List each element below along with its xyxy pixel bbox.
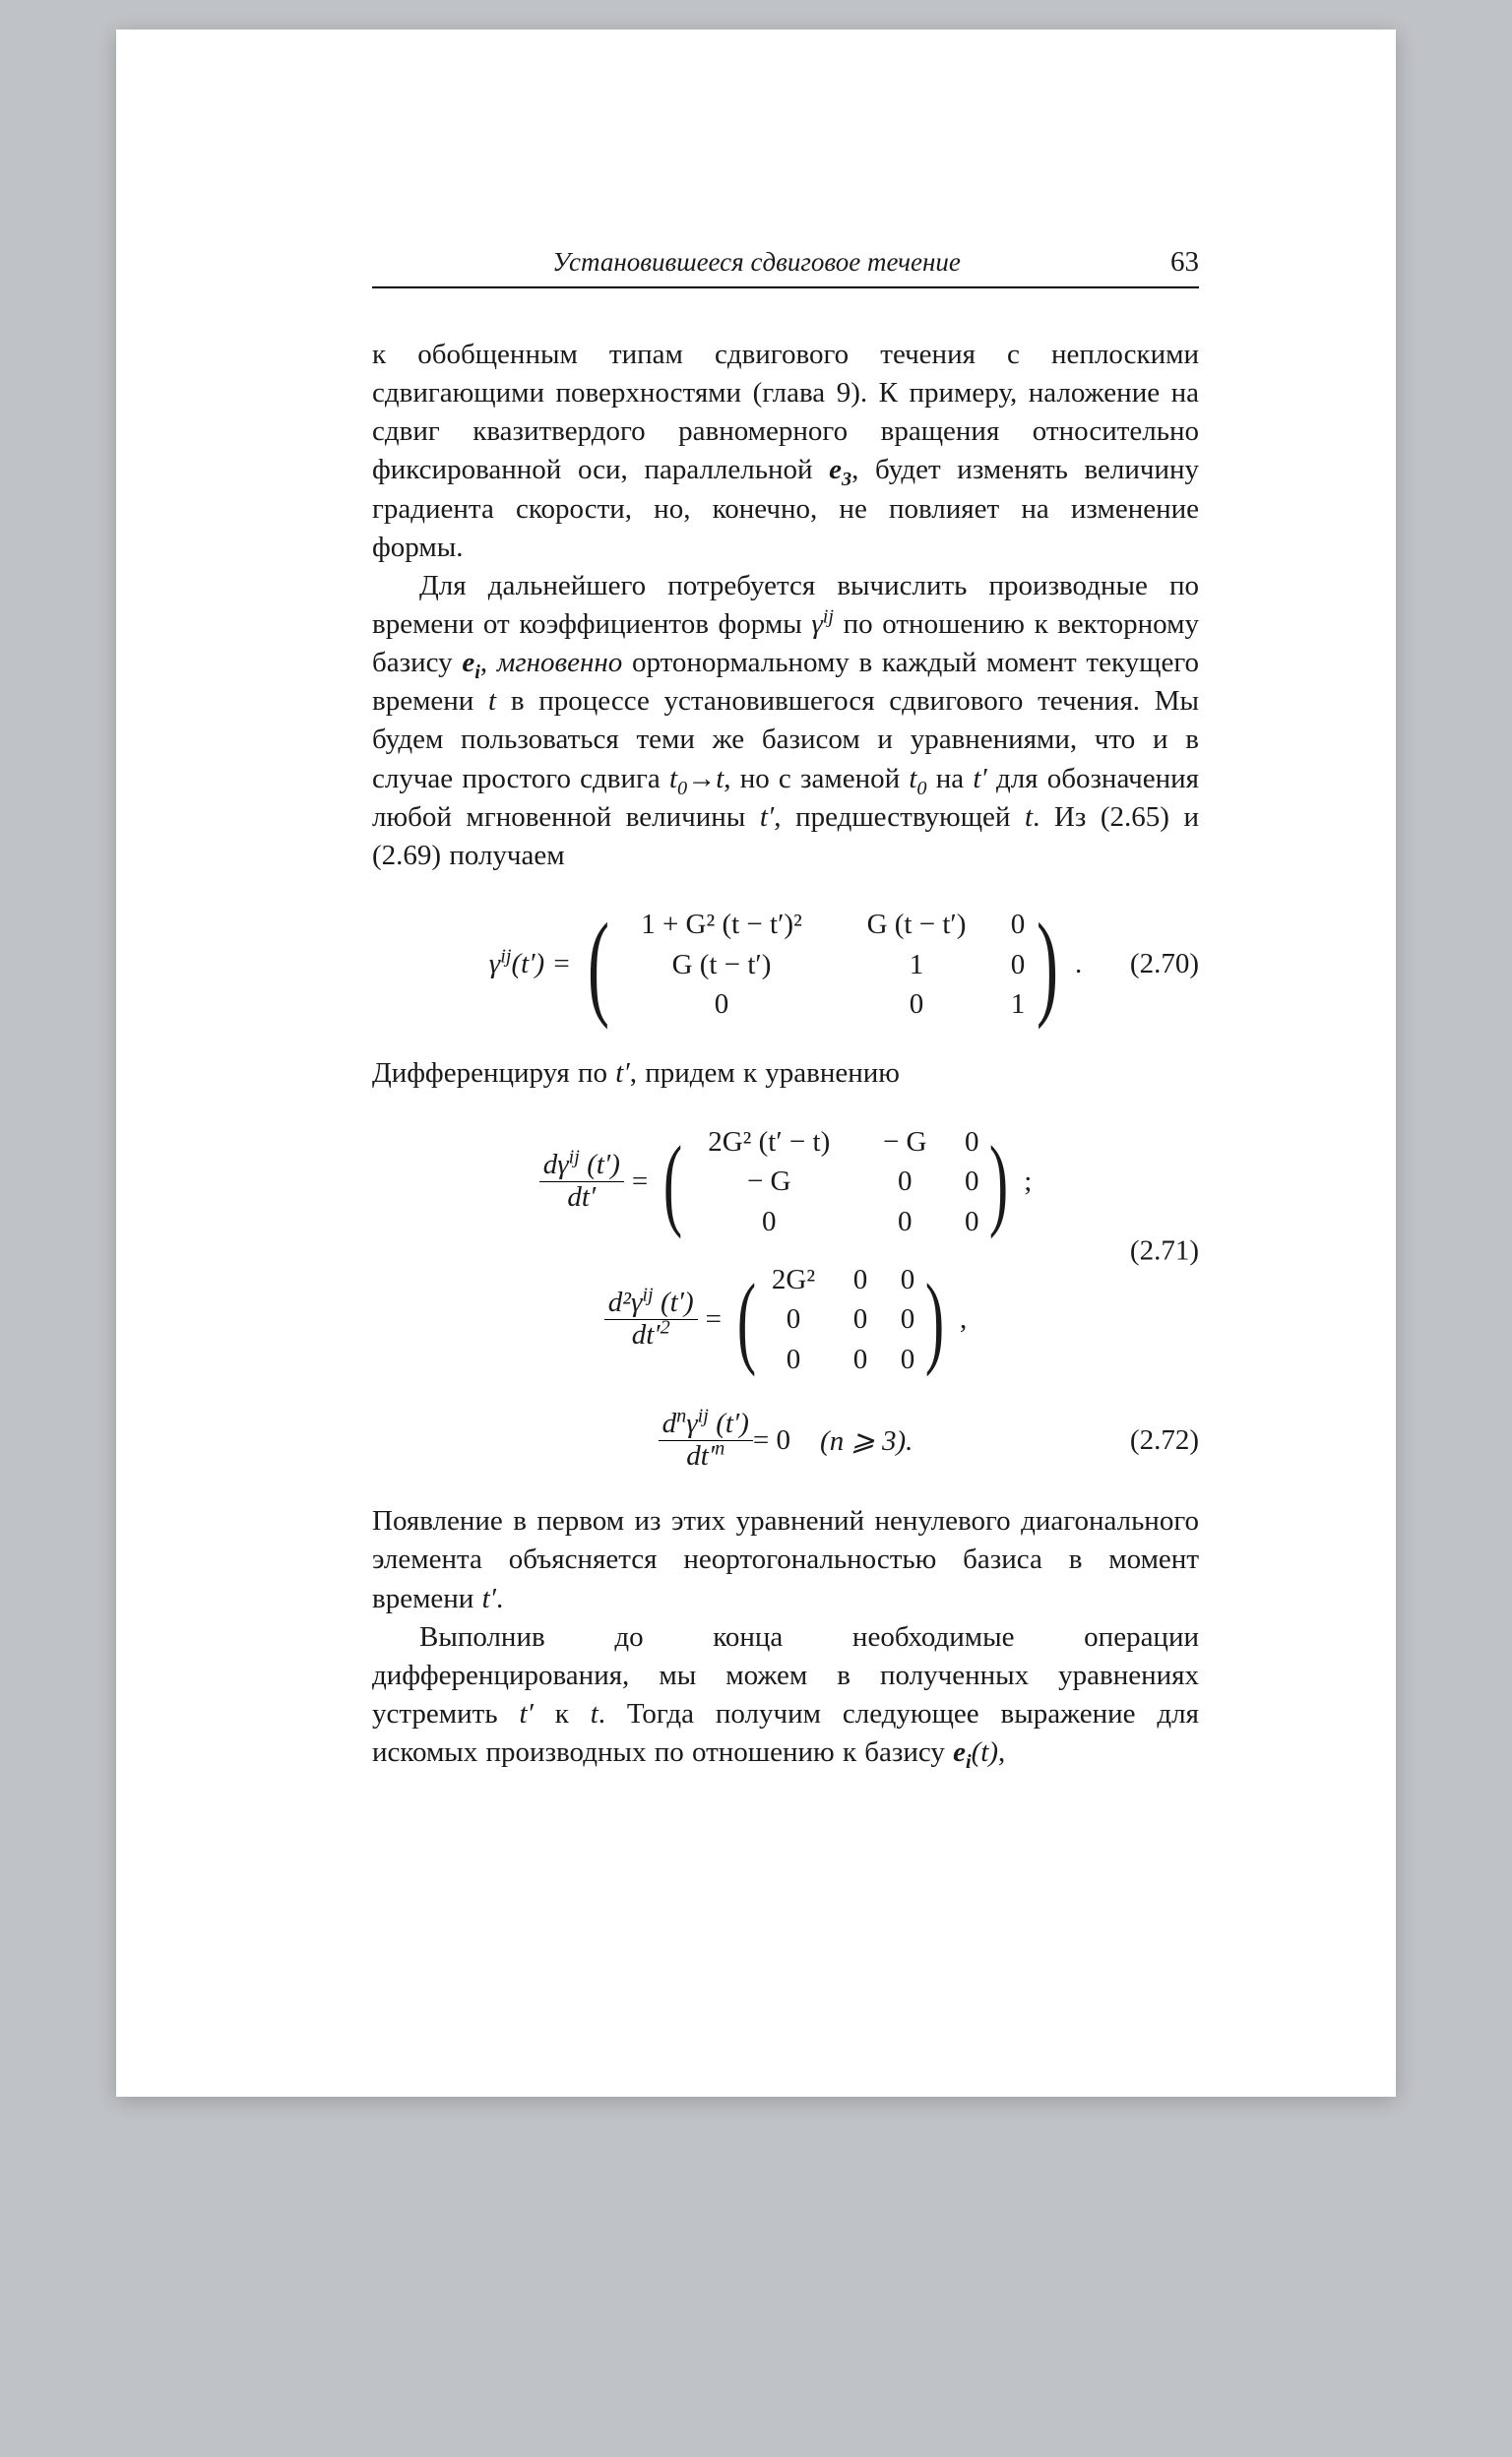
paragraph-1: к обобщенным типам сдвигового течения с … — [372, 336, 1199, 567]
eq270-matrix: ( 1 + G² (t − t′)² G (t − t′) 0 G (t − t… — [579, 905, 1067, 1025]
page-number: 63 — [1170, 246, 1199, 279]
eq-num-2-71: (2.71) — [1130, 1234, 1199, 1267]
eq272-condition: (n ⩾ 3). — [820, 1423, 913, 1458]
eq272-lhs: dnγij (t′) dt′n — [659, 1409, 753, 1473]
eq-num-2-70: (2.70) — [1130, 948, 1199, 980]
equation-2-71: (2.71) dγij (t′) dt′ = ( 2G² (t′ − t) − … — [372, 1122, 1199, 1380]
header-title: Установившееся сдвиговое течение — [372, 247, 1141, 278]
paragraph-4: Появление в первом из этих уравнений нен… — [372, 1502, 1199, 1617]
right-paren-icon: ) — [925, 1280, 944, 1360]
paragraph-5: Выполнив до конца необходимые операции д… — [372, 1618, 1199, 1773]
vec-ei: ei — [462, 647, 480, 678]
eq271-lhs1: dγij (t′) dt′ — [539, 1150, 624, 1214]
eq271-matrix-2: ( 2G² 0 0 0 0 0 0 0 0 — [729, 1260, 952, 1380]
paragraph-2: Для дальнейшего потребуется вычислить пр… — [372, 567, 1199, 875]
t0-arrow-t: t0→t — [669, 763, 724, 794]
paragraph-3: Дифференцируя по t′, придем к уравнению — [372, 1054, 1199, 1093]
right-paren-icon: ) — [989, 1142, 1008, 1223]
gamma-ij: γij — [811, 608, 834, 640]
header-rule — [372, 286, 1199, 288]
equation-2-70: γij(t′) = ( 1 + G² (t − t′)² G (t − t′) … — [372, 905, 1199, 1025]
eq-num-2-72: (2.72) — [1130, 1424, 1199, 1457]
equation-2-72: dnγij (t′) dt′n = 0 (n ⩾ 3). (2.72) — [372, 1409, 1199, 1473]
vec-e3: e3 — [829, 454, 851, 485]
eq271-matrix-1: ( 2G² (t′ − t) − G 0 − G 0 0 0 0 — [656, 1122, 1016, 1242]
eq270-lhs: γij(t′) = — [489, 948, 571, 980]
left-paren-icon: ( — [737, 1280, 756, 1360]
vec-ei-t: ei — [953, 1736, 972, 1768]
page: Установившееся сдвиговое течение 63 к об… — [116, 30, 1396, 2097]
left-paren-icon: ( — [663, 1142, 682, 1223]
right-paren-icon: ) — [1037, 918, 1058, 1011]
eq271-lhs2: d²γij (t′) dt′2 — [604, 1288, 698, 1352]
left-paren-icon: ( — [588, 918, 609, 1011]
running-header: Установившееся сдвиговое течение 63 — [372, 246, 1199, 279]
